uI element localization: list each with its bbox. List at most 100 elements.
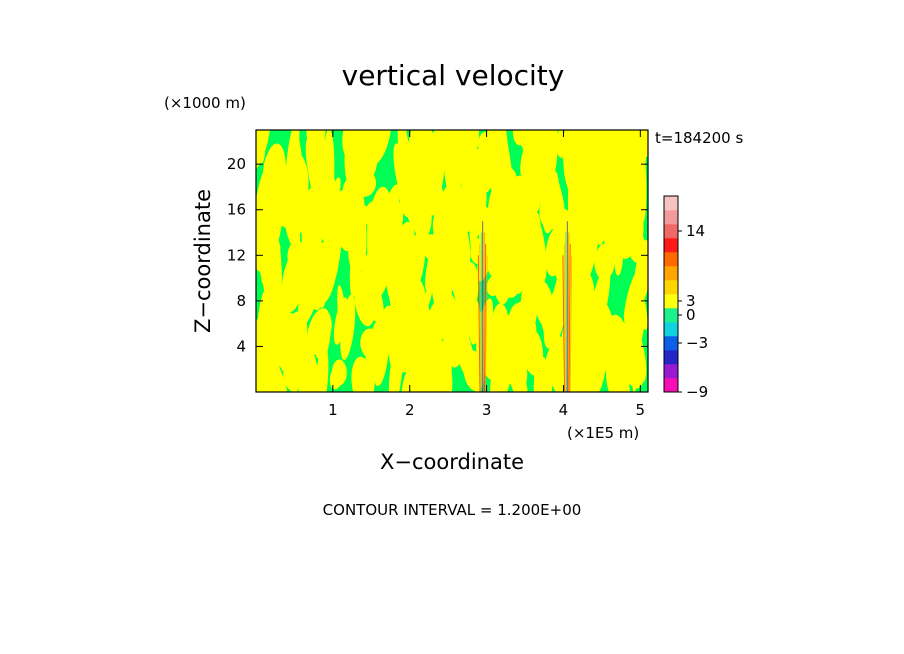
updraft-streak	[568, 243, 571, 392]
colorbar-cell	[664, 238, 678, 253]
colorbar-cell	[664, 308, 678, 323]
colorbar-tick-label: 3	[686, 292, 696, 310]
positive-patch	[600, 156, 622, 234]
x-axis: 1 2 3 4 5	[328, 130, 645, 419]
updraft-streak	[562, 255, 565, 392]
positive-patch	[292, 244, 314, 288]
positive-patch	[495, 366, 511, 392]
positive-patch	[555, 220, 567, 262]
positive-patch	[342, 130, 367, 160]
positive-patch	[448, 212, 464, 244]
velocity-field	[256, 130, 648, 392]
updraft-streak	[563, 243, 566, 392]
colorbar-cell	[664, 364, 678, 379]
positive-patch	[332, 200, 356, 232]
positive-patch	[375, 278, 388, 354]
positive-patch	[401, 364, 417, 392]
y-tick-label: 20	[227, 155, 246, 173]
updraft-streak	[567, 232, 570, 392]
positive-patch	[422, 340, 448, 392]
colorbar-tick-label: −9	[686, 383, 708, 401]
positive-patch	[601, 130, 618, 175]
colorbar-tick-label: 0	[686, 306, 696, 324]
positive-patch	[444, 130, 466, 185]
colorbar-cell	[664, 322, 678, 337]
positive-patch	[486, 275, 502, 296]
positive-patch	[256, 130, 271, 173]
positive-patch	[551, 130, 563, 158]
updraft-streak	[485, 255, 488, 392]
y-tick-label: 12	[227, 246, 246, 264]
positive-patch	[413, 130, 431, 213]
positive-patch	[361, 130, 374, 154]
updraft-streak	[480, 232, 483, 392]
y-tick-label: 16	[227, 201, 246, 219]
positive-patch	[331, 177, 341, 206]
updraft-streak	[479, 243, 482, 392]
positive-patch	[578, 307, 600, 371]
y-unit-label: (×1000 m)	[164, 94, 246, 112]
positive-patch	[361, 249, 385, 296]
positive-patch	[448, 306, 471, 368]
positive-patch	[500, 313, 528, 387]
x-tick-label: 5	[636, 401, 646, 419]
positive-patch	[491, 151, 501, 174]
y-tick-label: 4	[236, 337, 246, 355]
colorbar-tick-label: 14	[686, 222, 705, 240]
colorbar-cell	[664, 266, 678, 281]
positive-patch	[306, 360, 325, 392]
updraft-streak	[484, 243, 487, 392]
y-tick-label: 8	[236, 292, 246, 310]
colorbar-cell	[664, 350, 678, 365]
x-tick-label: 2	[405, 401, 415, 419]
positive-patch	[442, 258, 464, 280]
positive-patch	[549, 192, 565, 217]
positive-patch	[263, 269, 280, 290]
positive-patch	[632, 344, 641, 392]
positive-patch	[458, 186, 475, 227]
positive-patch	[389, 256, 416, 331]
positive-patch	[313, 311, 332, 343]
colorbar-cell	[664, 252, 678, 267]
x-unit-label: (×1E5 m)	[567, 424, 639, 442]
colorbar-cell	[664, 378, 678, 393]
colorbar: 14 30 −3 −9	[663, 195, 708, 401]
positive-patch	[594, 243, 616, 280]
positive-patch	[483, 165, 495, 193]
positive-patch	[520, 135, 536, 176]
positive-patch	[617, 130, 636, 179]
positive-patch	[497, 166, 518, 202]
colorbar-cell	[664, 224, 678, 239]
colorbar-cell	[664, 294, 678, 309]
y-axis-label: Z−coordinate	[191, 189, 215, 333]
positive-patch	[503, 195, 530, 269]
chart-title: vertical velocity	[342, 59, 565, 92]
positive-patch	[425, 216, 444, 290]
x-tick-label: 4	[559, 401, 569, 419]
positive-patch	[410, 301, 425, 331]
positive-patch	[367, 337, 376, 392]
time-label: t=184200 s	[655, 129, 743, 147]
updraft-streak	[569, 255, 573, 392]
positive-patch	[523, 170, 537, 243]
positive-patch	[331, 359, 347, 386]
positive-patch	[607, 314, 631, 369]
positive-patch	[306, 130, 326, 150]
x-tick-label: 1	[328, 401, 338, 419]
positive-patch	[333, 297, 348, 345]
positive-patch	[294, 311, 308, 352]
y-axis: 4 8 12 16 20	[227, 155, 648, 355]
positive-patch	[623, 270, 640, 323]
positive-patch	[305, 138, 326, 217]
positive-patch	[361, 135, 381, 194]
plot-frame	[255, 129, 649, 393]
positive-patch	[415, 229, 426, 284]
positive-patch	[289, 348, 298, 392]
x-axis-label: X−coordinate	[380, 450, 524, 474]
positive-patch	[441, 348, 452, 379]
positive-patch	[276, 284, 291, 336]
x-tick-label: 3	[482, 401, 492, 419]
positive-patch	[543, 281, 569, 349]
colorbar-cell	[664, 210, 678, 225]
positive-patch	[515, 301, 540, 376]
